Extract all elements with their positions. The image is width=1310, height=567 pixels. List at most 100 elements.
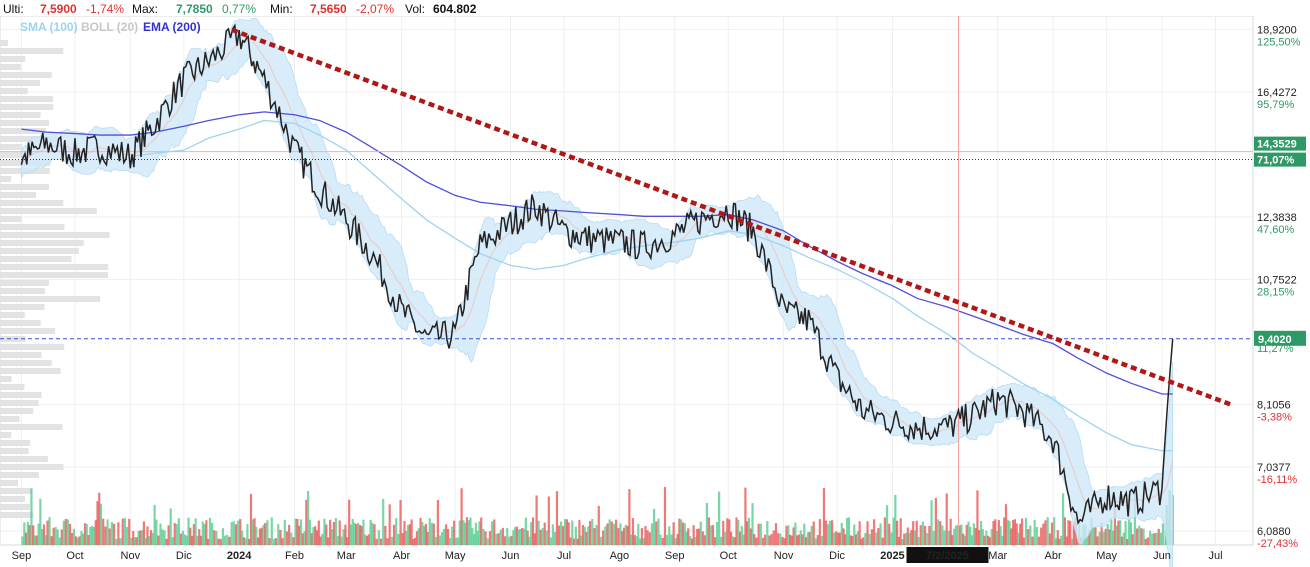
volume-bar	[469, 517, 472, 545]
volume-bar	[96, 501, 99, 545]
vol-value: 604.802	[433, 2, 477, 16]
volume-bar	[799, 530, 802, 545]
volume-bar	[528, 536, 531, 545]
volume-bar	[92, 526, 96, 545]
profile-bar	[0, 480, 18, 486]
volume-bar	[687, 528, 690, 545]
volume-bar	[794, 522, 797, 545]
volume-bar	[797, 534, 801, 545]
volume-bar	[1155, 532, 1158, 545]
volume-bar	[974, 528, 977, 545]
volume-bar	[484, 531, 487, 545]
volume-bar	[622, 527, 626, 545]
volume-bar	[842, 528, 845, 545]
volume-bar	[879, 523, 882, 545]
volume-bar	[405, 530, 408, 545]
volume-bar	[735, 517, 738, 545]
vol-label: Vol:	[405, 2, 425, 16]
profile-bar	[0, 136, 58, 142]
volume-bar	[524, 517, 527, 545]
volume-bar	[856, 531, 859, 545]
ema-200-line	[21, 111, 1173, 395]
volume-bar	[467, 520, 470, 545]
volume-bar	[612, 523, 616, 545]
volume-bar	[455, 537, 458, 545]
volume-bar	[207, 538, 210, 545]
profile-bar	[0, 488, 33, 494]
volume-bar	[98, 492, 101, 545]
volume-bar	[298, 525, 301, 545]
volume-bar	[221, 528, 225, 545]
min-value: 7,5650	[310, 2, 347, 16]
volume-bar	[239, 519, 242, 545]
volume-bar	[962, 533, 965, 545]
volume-bar	[488, 531, 492, 545]
volume-bar	[1144, 538, 1147, 545]
volume-bar	[294, 518, 297, 545]
volume-bar	[642, 538, 645, 545]
profile-bar	[0, 248, 79, 254]
volume-bar	[159, 523, 162, 545]
volume-bar	[44, 535, 47, 545]
volume-bar	[681, 522, 685, 545]
volume-bar	[334, 518, 337, 545]
profile-bar	[0, 464, 64, 470]
volume-bar	[569, 537, 572, 545]
volume-bar	[749, 528, 752, 545]
volume-bar	[965, 524, 968, 545]
y-tick-price: 8,1056	[1257, 399, 1291, 411]
indicator-legend[interactable]: SMA (100) BOLL (20) EMA (200)	[20, 20, 201, 34]
x-tick-label: Mar	[988, 550, 1007, 562]
volume-bar	[936, 519, 940, 545]
volume-bar	[307, 490, 310, 545]
volume-bar	[403, 520, 406, 545]
volume-bar	[648, 532, 651, 545]
volume-bar	[742, 534, 745, 545]
volume-bar	[248, 538, 251, 545]
volume-bar	[133, 537, 137, 545]
volume-bar	[547, 496, 550, 545]
volume-bar	[726, 518, 729, 545]
volume-bar	[253, 518, 256, 545]
volume-bar	[816, 534, 819, 545]
volume-bar	[770, 533, 773, 545]
volume-bar	[587, 526, 590, 545]
volume-bar	[76, 537, 79, 545]
volume-bar	[198, 529, 201, 545]
y-tick-pct: -27,43%	[1257, 538, 1298, 550]
min-change: -2,07%	[356, 2, 394, 16]
volume-bar	[624, 524, 627, 545]
volume-bar	[230, 522, 233, 545]
max-change: 0,77%	[222, 2, 256, 16]
volume-bar	[1048, 533, 1051, 545]
volume-bar	[633, 535, 636, 545]
volume-bar	[890, 532, 893, 545]
profile-bar	[0, 416, 20, 422]
volume-bar	[157, 535, 160, 545]
profile-bar	[0, 152, 31, 158]
volume-bar	[862, 537, 865, 545]
volume-bar	[960, 524, 963, 545]
volume-bar	[1140, 528, 1143, 545]
volume-bar	[792, 527, 795, 545]
volume-bar	[943, 530, 946, 545]
volume-bar	[978, 530, 981, 545]
volume-bar	[388, 504, 391, 545]
volume-bar	[213, 530, 216, 545]
volume-bar	[810, 526, 813, 545]
volume-bar	[125, 526, 129, 545]
volume-bar	[985, 530, 988, 545]
volume-bar	[1012, 520, 1015, 545]
volume-bar	[1111, 530, 1115, 545]
volume-bar	[1124, 520, 1127, 545]
volume-bar	[615, 519, 618, 545]
volume-bar	[919, 525, 922, 545]
series-layer	[0, 16, 1253, 567]
volume-bar	[751, 503, 754, 545]
volume-bar	[281, 538, 284, 545]
volume-bar	[303, 531, 306, 545]
profile-bar	[0, 112, 41, 118]
profile-bar	[0, 320, 41, 326]
